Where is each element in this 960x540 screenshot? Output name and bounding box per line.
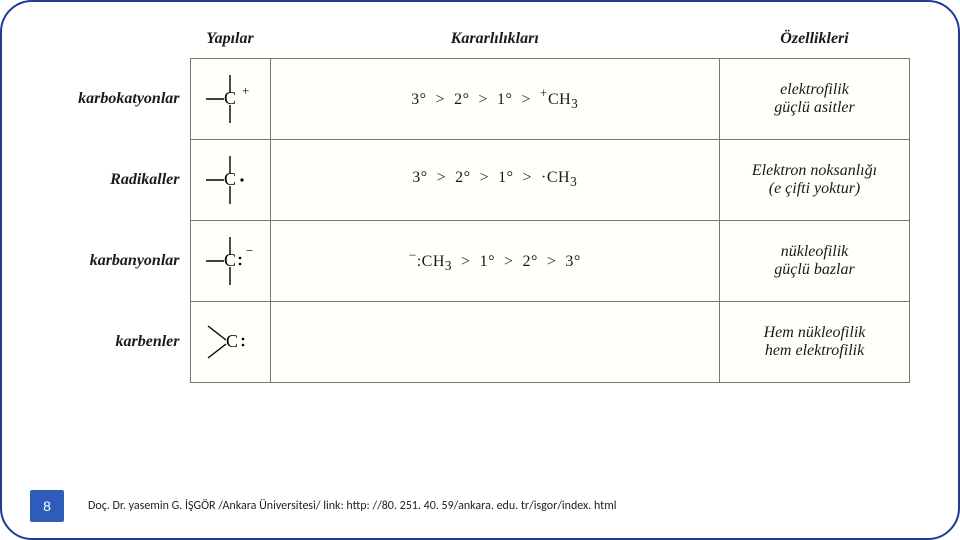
col-header-stability: Kararlılıkları [270,24,720,59]
table-row: karbenler C Hem nükleofilik hem elektrof… [50,302,910,383]
table-row: karbanyonlar C − −:CH3 > 1° > 2° > 3° nü… [50,221,910,302]
svg-text:C: C [224,88,236,108]
header-row: Yapılar Kararlılıkları Özellikleri [50,24,910,59]
row-label-radicals: Radikaller [50,140,190,221]
svg-text:C: C [226,331,238,351]
structure-carbene: C [190,302,270,383]
carbanion-icon: C − [200,231,260,291]
stability-carbene [270,302,720,383]
stability-text: 3° > 2° > 1° > ·CH3 [412,169,577,186]
stability-carbocation: 3° > 2° > 1° > +CH3 [270,59,720,140]
prop-line: hem elektrofilik [765,342,864,359]
intermediates-table: Yapılar Kararlılıkları Özellikleri karbo… [50,24,910,383]
row-label-carbocations: karbokatyonlar [50,59,190,140]
row-label-carbanions: karbanyonlar [50,221,190,302]
properties-radical: Elektron noksanlığı (e çifti yoktur) [720,140,910,221]
properties-carbanion: nükleofilik güçlü bazlar [720,221,910,302]
col-header-structures: Yapılar [190,24,270,59]
content-area: Yapılar Kararlılıkları Özellikleri karbo… [50,24,910,383]
footer-credit: Doç. Dr. yasemin G. İŞGÖR /Ankara Üniver… [88,499,617,513]
prop-line: (e çifti yoktur) [769,180,861,197]
svg-text:C: C [224,250,236,270]
stability-carbanion: −:CH3 > 1° > 2° > 3° [270,221,720,302]
carbene-icon: C [200,312,260,372]
svg-text:+: + [242,83,249,98]
table-row: Radikaller C 3° > 2° > 1° > ·CH3 Elektro… [50,140,910,221]
structure-carbocation: C + [190,59,270,140]
stability-text: −:CH3 > 1° > 2° > 3° [409,253,581,270]
table-row: karbokatyonlar C + 3° > 2° > 1° > +CH3 e… [50,59,910,140]
prop-line: Hem nükleofilik [764,324,866,341]
stability-radical: 3° > 2° > 1° > ·CH3 [270,140,720,221]
svg-text:−: − [246,243,253,258]
prop-line: güçlü bazlar [774,261,854,278]
structure-radical: C [190,140,270,221]
page-number-badge: 8 [30,490,64,522]
properties-carbene: Hem nükleofilik hem elektrofilik [720,302,910,383]
row-label-carbenes: karbenler [50,302,190,383]
radical-icon: C [200,150,260,210]
footer: 8 Doç. Dr. yasemin G. İŞGÖR /Ankara Üniv… [0,490,960,522]
properties-carbocation: elektrofilik güçlü asitler [720,59,910,140]
svg-text:C: C [224,169,236,189]
prop-line: Elektron noksanlığı [752,162,877,179]
col-header-properties: Özellikleri [720,24,910,59]
prop-line: güçlü asitler [774,99,854,116]
carbocation-icon: C + [200,69,260,129]
prop-line: nükleofilik [781,243,849,260]
structure-carbanion: C − [190,221,270,302]
stability-text: 3° > 2° > 1° > +CH3 [411,91,578,108]
prop-line: elektrofilik [780,81,849,98]
